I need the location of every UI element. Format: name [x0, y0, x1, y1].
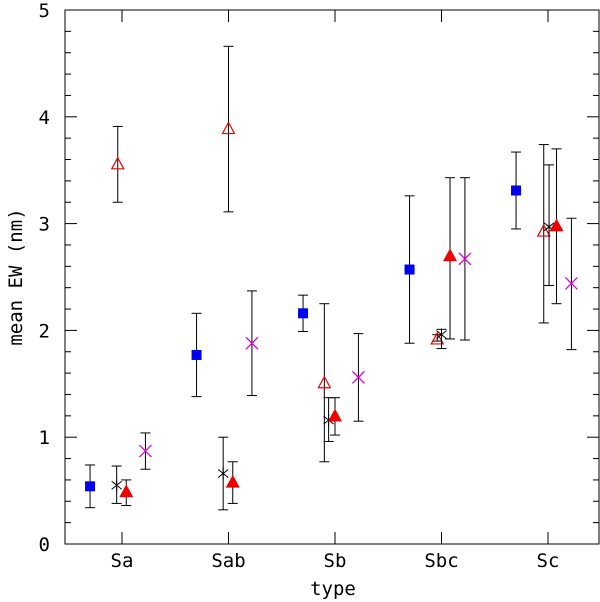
square-marker: [404, 264, 415, 275]
y-tick-label: 3: [39, 214, 50, 236]
triangle-marker: [536, 223, 551, 237]
x-marker: [564, 276, 578, 290]
data-point-x-cross: [245, 290, 259, 397]
data-point-filled-square: [404, 195, 415, 344]
data-point-filled-triangle: [225, 461, 240, 504]
data-point-filled-square: [511, 151, 522, 230]
x-marker: [351, 370, 365, 384]
data-point-open-triangle: [536, 144, 551, 324]
x-tick-label: Sab: [211, 550, 245, 572]
y-tick-label: 4: [39, 107, 50, 129]
data-point-x-cross: [351, 333, 365, 422]
x-tick-labels: Sa Sab Sb Sbc Sc: [111, 550, 560, 572]
triangle-marker: [443, 248, 458, 262]
data-point-filled-square: [191, 312, 202, 398]
data-point-filled-triangle: [119, 479, 134, 507]
y-tick-label: 5: [39, 0, 50, 22]
data-point-filled-triangle: [327, 397, 343, 436]
data-point-asterisk: [111, 465, 122, 504]
square-marker: [298, 308, 309, 319]
triangle-marker: [327, 408, 343, 422]
y-tick-label: 1: [39, 427, 50, 449]
asterisk-marker: [436, 330, 447, 340]
triangle-marker: [119, 484, 134, 498]
triangle-marker: [317, 375, 332, 389]
triangle-marker: [221, 121, 236, 135]
triangle-marker: [110, 156, 125, 170]
data-point-x-cross: [138, 432, 152, 470]
square-marker: [511, 185, 522, 196]
data-point-filled-square: [85, 464, 96, 509]
data-point-asterisk: [436, 328, 447, 350]
x-tick-label: Sa: [111, 550, 134, 572]
x-axis-label: type: [310, 578, 356, 600]
data-point-asterisk: [217, 436, 229, 511]
data-point-x-cross: [564, 217, 578, 351]
triangle-marker: [549, 218, 564, 232]
y-axis-label: mean EW (nm): [5, 208, 27, 345]
x-tick-label: Sb: [324, 550, 347, 572]
y-tick-label: 0: [39, 534, 50, 556]
y-tick-labels: 0 1 2 3 4 5: [39, 0, 50, 556]
data-marks: [85, 45, 578, 511]
plot-frame: [64, 9, 600, 545]
x-tick-label: Sc: [537, 550, 560, 572]
data-point-asterisk: [543, 164, 555, 287]
x-marker: [138, 444, 152, 458]
data-point-open-triangle: [317, 303, 332, 463]
square-marker: [85, 481, 96, 492]
data-point-filled-square: [298, 294, 309, 332]
data-point-x-cross: [458, 177, 472, 341]
x-tick-label: Sbc: [424, 550, 458, 572]
square-marker: [191, 349, 202, 360]
x-marker: [245, 336, 259, 350]
axis-ticks: [65, 9, 599, 545]
asterisk-marker: [111, 480, 122, 490]
triangle-marker: [430, 331, 445, 345]
data-point-open-triangle: [110, 125, 125, 203]
data-point-open-triangle: [221, 45, 236, 213]
data-point-filled-triangle: [443, 177, 458, 340]
data-point-filled-triangle: [549, 148, 564, 305]
asterisk-marker: [543, 222, 555, 232]
triangle-marker: [225, 474, 240, 488]
asterisk-marker: [217, 469, 229, 478]
y-tick-label: 2: [39, 320, 50, 342]
x-marker: [458, 252, 472, 266]
